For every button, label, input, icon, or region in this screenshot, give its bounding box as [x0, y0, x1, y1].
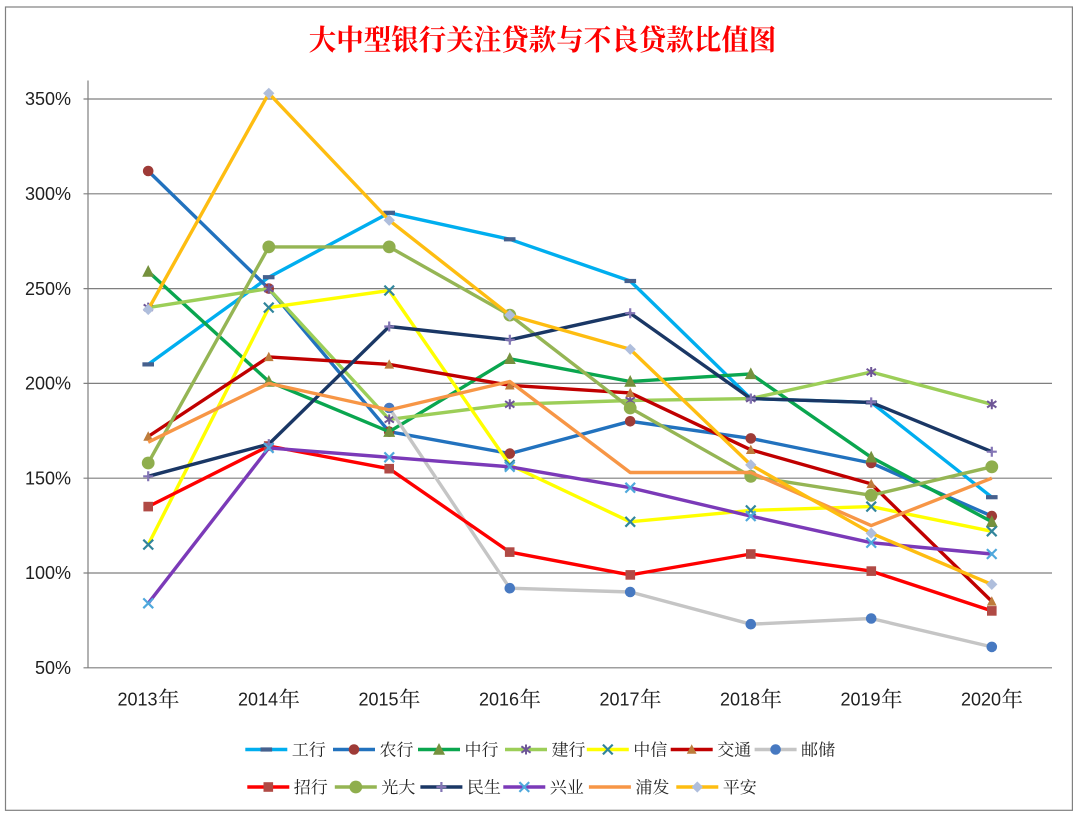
- svg-text:2020: 2020: [961, 690, 1001, 710]
- svg-text:2016: 2016: [479, 690, 519, 710]
- svg-text:250%: 250%: [25, 279, 71, 299]
- svg-text:2013: 2013: [118, 690, 158, 710]
- svg-text:2018: 2018: [720, 690, 760, 710]
- svg-text:50%: 50%: [35, 658, 71, 678]
- svg-text:200%: 200%: [25, 374, 71, 394]
- svg-text:2017: 2017: [600, 690, 640, 710]
- svg-text:2015: 2015: [359, 690, 399, 710]
- svg-text:2019: 2019: [841, 690, 881, 710]
- svg-text:300%: 300%: [25, 184, 71, 204]
- svg-text:350%: 350%: [25, 89, 71, 109]
- svg-text:100%: 100%: [25, 563, 71, 583]
- svg-text:150%: 150%: [25, 468, 71, 488]
- svg-text:2014: 2014: [238, 690, 278, 710]
